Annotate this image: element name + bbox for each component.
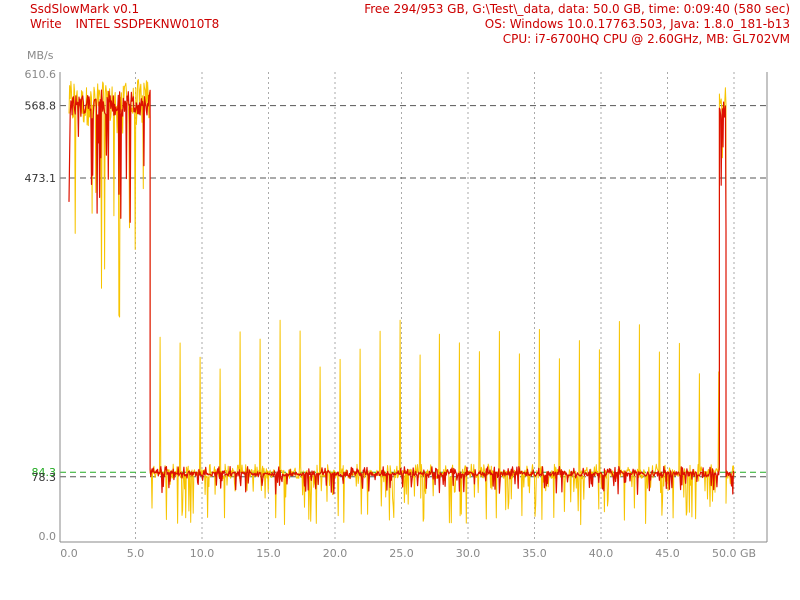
y-tick-label: 78.3 [32, 471, 57, 484]
summary-line: Free 294/953 GB, G:\Test\_data, data: 50… [364, 2, 790, 16]
app-title-text: SsdSlowMark v0.1 [30, 2, 140, 16]
x-tick-label: 20.0 [323, 547, 348, 560]
reference-lines [60, 105, 767, 478]
x-tick-label: 40.0 [589, 547, 614, 560]
x-tick-label: 25.0 [389, 547, 414, 560]
y-tick-label: 0.0 [39, 530, 57, 543]
test-info: Write INTEL SSDPEKNW010T8 [30, 17, 219, 31]
axes: 0.0 5.0 10.0 15.0 20.0 25.0 30.0 35.0 40.0 45.0 50… [25, 68, 768, 560]
app-title: SsdSlowMark v0.1 [30, 2, 139, 16]
cpu-line: CPU: i7-6700HQ CPU @ 2.60GHz, MB: GL702V… [502, 32, 790, 46]
y-tick-label: 610.6 [25, 68, 57, 81]
grid-lines [135, 72, 735, 542]
y-tick-label: 568.8 [25, 100, 57, 113]
x-tick-label: 45.0 [655, 547, 680, 560]
speed-trace-red [68, 89, 735, 495]
x-tick-label: 10.0 [190, 547, 215, 560]
x-tick-label: 0.0 [60, 547, 78, 560]
x-tick-label: 30.0 [456, 547, 481, 560]
x-tick-label: 35.0 [522, 547, 547, 560]
device-name: INTEL SSDPEKNW010T8 [75, 17, 220, 31]
mode-label: Write [30, 17, 62, 31]
x-tick-label: 15.0 [256, 547, 281, 560]
x-tick-label: 50.0 GB [712, 547, 756, 560]
y-tick-label: 473.1 [25, 172, 57, 185]
y-axis-label: MB/s [27, 49, 54, 62]
x-tick-label: 5.0 [127, 547, 145, 560]
y-tick-label: 84.3 [32, 466, 57, 479]
os-line: OS: Windows 10.0.17763.503, Java: 1.8.0_… [484, 17, 790, 31]
speed-traces [68, 79, 735, 526]
